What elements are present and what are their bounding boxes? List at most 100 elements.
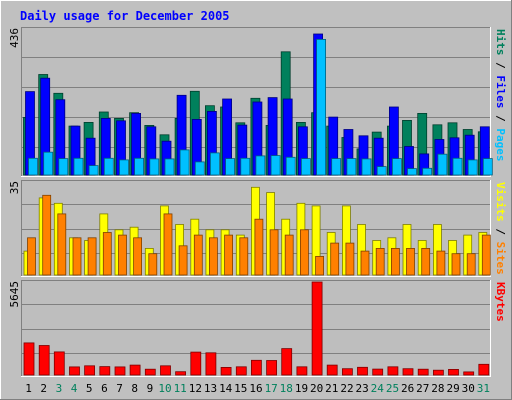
bar-sites-day-23: [360, 250, 370, 276]
bar-pages-day-1: [28, 157, 38, 176]
panel-kbytes: 5645 KBytes: [8, 280, 507, 377]
bar-sites-day-8: [133, 237, 143, 276]
day-label-10: 10: [158, 382, 171, 395]
bar-pages-day-23: [361, 158, 372, 176]
legend-visits-label: Visits: [494, 182, 507, 222]
series-legend: KBytes: [494, 282, 507, 322]
day-label-22: 22: [340, 382, 353, 395]
bar-sites-day-5: [87, 237, 97, 276]
day-label-4: 4: [71, 382, 78, 395]
bar-kbytes-day-19: [296, 366, 308, 376]
bar-sites-day-26: [406, 247, 415, 276]
bar-kbytes-day-9: [144, 368, 156, 376]
bar-kbytes-day-5: [84, 365, 95, 376]
bar-kbytes-day-22: [341, 368, 353, 376]
bar-kbytes-day-23: [357, 366, 368, 376]
y-max-label: 436: [8, 28, 21, 48]
chart-panels: 436 Hits / Files / Pages 35 Visits / Sites 5…: [8, 27, 507, 377]
day-label-28: 28: [431, 382, 444, 395]
bar-pages-day-28: [437, 153, 448, 176]
bar-kbytes-day-12: [190, 351, 202, 376]
day-label-14: 14: [219, 382, 233, 395]
day-label-9: 9: [147, 382, 154, 395]
bar-sites-day-14: [224, 234, 234, 276]
bar-pages-day-2: [43, 151, 54, 176]
day-label-19: 19: [295, 382, 308, 395]
bar-pages-day-19: [300, 158, 311, 176]
day-axis-labels: 1 2 3 4 5 6 7 8 9 10 11 12 13 14 15 16 17 18 19 20 21 22 23 24 2…: [25, 382, 490, 395]
day-label-17: 17: [265, 382, 278, 395]
day-label-7: 7: [116, 382, 123, 395]
bar-pages-day-4: [73, 157, 84, 176]
bar-sites-day-9: [148, 253, 158, 276]
bar-pages-day-6: [103, 157, 114, 176]
bar-pages-day-12: [194, 161, 205, 176]
bar-sites-day-17: [269, 229, 279, 276]
day-label-18: 18: [280, 382, 293, 395]
day-label-16: 16: [249, 382, 262, 395]
day-label-29: 29: [446, 382, 459, 395]
day-label-25: 25: [386, 382, 399, 395]
bar-sites-day-25: [390, 247, 400, 276]
bar-kbytes-day-17: [266, 360, 278, 376]
bar-sites-day-15: [239, 237, 249, 276]
bar-sites-day-30: [466, 253, 476, 276]
bar-pages-day-27: [422, 167, 433, 176]
legend--label: /: [494, 222, 507, 242]
bar-kbytes-day-3: [53, 351, 65, 376]
bar-sites-day-7: [118, 234, 127, 276]
bar-pages-day-26: [407, 168, 417, 176]
day-label-3: 3: [56, 382, 63, 395]
bar-sites-day-3: [57, 213, 67, 276]
day-label-6: 6: [101, 382, 108, 395]
bar-kbytes-day-13: [205, 352, 217, 376]
bar-sites-day-16: [254, 218, 264, 276]
bar-pages-day-25: [391, 158, 402, 176]
series-legend: Visits / Sites: [494, 182, 507, 275]
bar-pages-day-10: [164, 158, 175, 176]
bar-pages-day-20: [316, 39, 327, 176]
legend-hits-label: Hits: [494, 29, 507, 56]
legend-pages-label: Pages: [494, 128, 507, 161]
chart-title: Daily usage for December 2005: [20, 9, 230, 23]
bar-pages-day-21: [331, 158, 342, 176]
bar-sites-day-1: [27, 237, 36, 276]
bar-pages-day-11: [179, 149, 190, 176]
bar-pages-day-29: [452, 157, 463, 176]
bar-kbytes-day-25: [387, 366, 399, 376]
legend-files-label: Files: [494, 75, 507, 108]
bar-pages-day-14: [225, 158, 236, 176]
bar-kbytes-day-14: [220, 366, 232, 376]
bar-pages-day-24: [376, 166, 387, 176]
bar-sites-day-31: [481, 234, 491, 276]
y-max-label: 35: [8, 181, 21, 194]
day-label-20: 20: [310, 382, 323, 395]
day-label-26: 26: [401, 382, 414, 395]
day-label-11: 11: [174, 382, 187, 395]
bar-pages-day-16: [255, 155, 266, 176]
day-label-30: 30: [462, 382, 475, 395]
legend-kbytes-label: KBytes: [494, 282, 507, 322]
bar-kbytes-day-4: [69, 366, 80, 376]
bar-kbytes-day-1: [23, 342, 35, 376]
bar-kbytes-day-31: [478, 363, 490, 376]
bar-pages-day-3: [58, 158, 69, 176]
bar-pages-day-31: [482, 158, 493, 176]
bar-sites-day-2: [42, 194, 52, 276]
bar-pages-day-8: [134, 157, 145, 176]
bar-sites-day-29: [451, 253, 461, 276]
bar-sites-day-4: [72, 237, 82, 276]
bar-kbytes-day-20: [311, 281, 323, 376]
day-label-31: 31: [477, 382, 490, 395]
day-label-8: 8: [131, 382, 138, 395]
bar-kbytes-day-6: [99, 366, 111, 376]
bar-pages-day-17: [270, 155, 281, 176]
day-label-15: 15: [234, 382, 247, 395]
bar-pages-day-30: [467, 159, 478, 176]
day-label-2: 2: [40, 382, 47, 395]
bar-kbytes-day-24: [372, 368, 384, 376]
day-label-13: 13: [204, 382, 217, 395]
bar-sites-day-21: [330, 242, 340, 276]
bar-sites-day-22: [345, 242, 355, 276]
